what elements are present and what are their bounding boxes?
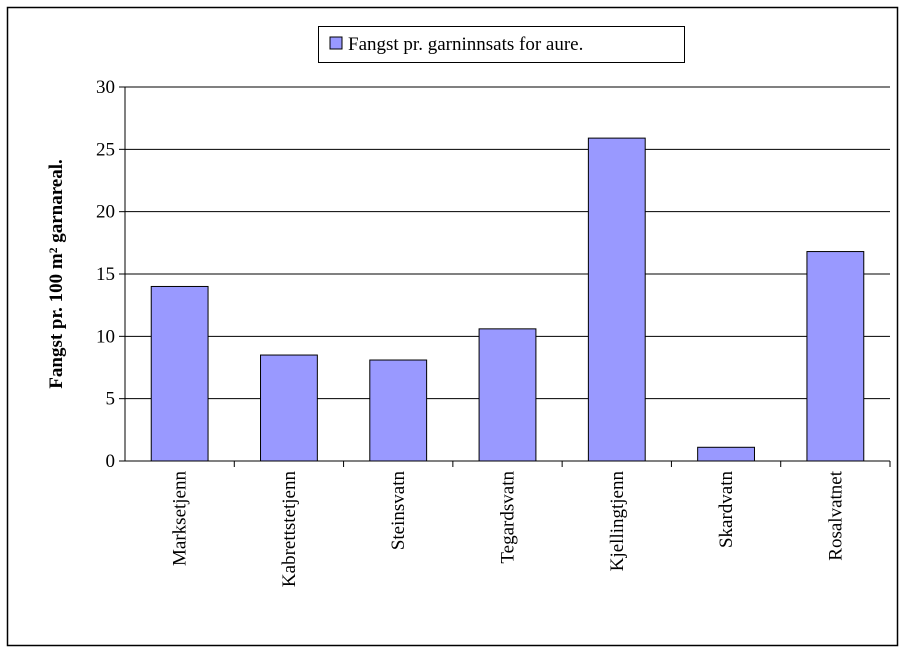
x-tick-label: Kjellingtjenn xyxy=(607,471,628,572)
x-tick-label: Steinsvatn xyxy=(388,471,409,551)
y-tick-label: 20 xyxy=(96,202,115,223)
x-tick-label: Kabrettstetjenn xyxy=(279,471,300,588)
legend-label: Fangst pr. garninnsats for aure. xyxy=(348,34,583,55)
chart-frame xyxy=(6,6,899,647)
bar xyxy=(587,137,646,462)
x-tick-label: Skardvatn xyxy=(716,471,737,549)
y-tick-label: 15 xyxy=(96,264,115,285)
y-tick-label: 25 xyxy=(96,139,115,160)
legend-box xyxy=(318,26,685,63)
bar xyxy=(697,446,755,462)
y-tick-label: 5 xyxy=(106,389,116,410)
bar xyxy=(150,285,209,462)
x-tick-label: Tegardsvatn xyxy=(498,471,519,564)
y-axis-title: Fangst pr. 100 m² garnareal. xyxy=(46,159,67,388)
bar xyxy=(806,251,865,462)
y-tick-label: 0 xyxy=(106,451,116,472)
y-tick-label: 30 xyxy=(96,77,115,98)
bar xyxy=(478,328,537,462)
legend-swatch xyxy=(329,36,343,50)
y-tick-label: 10 xyxy=(96,326,115,347)
bar xyxy=(369,359,428,462)
bar xyxy=(260,354,318,462)
x-tick-label: Rosalvatnet xyxy=(825,470,846,560)
x-tick-label: Marksetjenn xyxy=(170,471,191,566)
